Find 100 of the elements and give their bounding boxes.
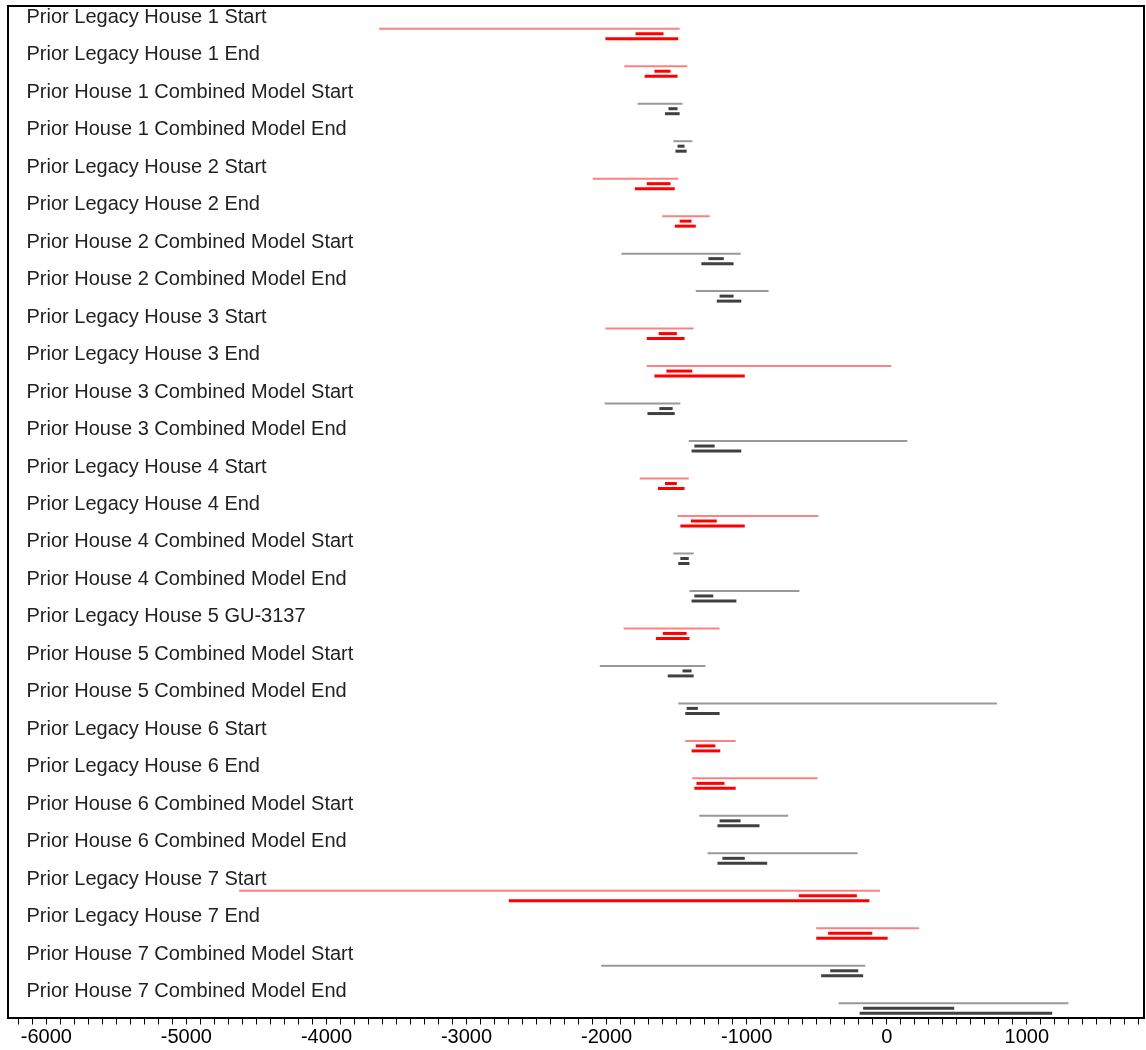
bar — [621, 252, 741, 255]
bar — [701, 262, 734, 266]
bar — [668, 107, 678, 111]
bar — [637, 102, 683, 105]
bar — [664, 482, 677, 486]
bar — [821, 974, 864, 978]
y-tick-label: Prior Legacy House 6 Start — [26, 716, 268, 739]
bar — [686, 706, 698, 710]
y-tick-label: Prior Legacy House 3 End — [26, 342, 260, 365]
y-tick-label: Prior House 6 Combined Model End — [26, 829, 347, 852]
bar — [838, 1002, 1069, 1005]
bar — [688, 440, 908, 443]
y-tick-label: Prior Legacy House 4 Start — [26, 454, 268, 477]
bar — [692, 777, 818, 780]
y-tick-label: Prior House 7 Combined Model End — [26, 979, 347, 1002]
bar — [623, 627, 720, 630]
bar — [673, 552, 694, 555]
bar — [658, 332, 677, 336]
bar — [639, 477, 689, 480]
x-tick-label: -1000 — [721, 1024, 773, 1047]
bar — [604, 402, 681, 405]
bar — [695, 744, 716, 748]
x-tick-label: 0 — [881, 1024, 893, 1047]
bar — [691, 599, 737, 603]
bar — [624, 65, 688, 68]
bar — [673, 140, 693, 143]
y-tick-label: Prior House 2 Combined Model End — [26, 267, 347, 290]
y-tick-label: Prior Legacy House 7 Start — [26, 866, 268, 889]
bar — [644, 74, 678, 78]
bar — [678, 702, 997, 705]
bar — [666, 369, 693, 373]
x-tick-label: -4000 — [300, 1024, 353, 1047]
bar — [674, 224, 696, 228]
bar — [722, 856, 745, 860]
bar — [680, 524, 745, 528]
y-tick-label: Prior House 3 Combined Model Start — [26, 379, 354, 402]
y-tick-label: Prior House 3 Combined Model End — [26, 417, 347, 440]
bar — [662, 215, 710, 218]
y-tick-label: Prior House 5 Combined Model End — [26, 679, 347, 702]
y-tick-label: Prior Legacy House 4 End — [26, 492, 260, 514]
bar — [719, 294, 734, 298]
bar — [816, 927, 920, 930]
bar — [662, 631, 687, 635]
y-tick-label: Prior Legacy House 2 Start — [26, 154, 268, 177]
y-tick-label: Prior House 5 Combined Model Start — [26, 641, 354, 664]
y-tick-label: Prior Legacy House 1 End — [26, 42, 260, 65]
bar — [634, 187, 675, 191]
bar — [664, 112, 680, 116]
y-tick-label: Prior House 4 Combined Model Start — [26, 529, 354, 552]
bar — [379, 27, 680, 30]
bar — [239, 889, 880, 892]
x-tick-label: -6000 — [20, 1024, 72, 1047]
bar — [679, 219, 692, 223]
bar — [691, 449, 742, 453]
bar — [592, 177, 679, 180]
bar — [690, 519, 717, 523]
bar — [830, 969, 859, 973]
bar — [816, 936, 888, 940]
bar — [694, 444, 715, 448]
y-tick-label: Prior Legacy House 7 End — [26, 904, 260, 927]
bar — [708, 257, 724, 261]
bar — [685, 711, 720, 715]
x-tick-label: -5000 — [160, 1024, 212, 1047]
bar — [605, 327, 694, 330]
x-tick-label: -3000 — [440, 1024, 493, 1047]
bar — [657, 487, 685, 491]
y-tick-label: Prior House 4 Combined Model End — [26, 566, 347, 589]
bar — [678, 561, 690, 565]
bar — [601, 964, 866, 967]
y-tick-label: Prior Legacy House 5 GU-3137 — [26, 604, 306, 627]
y-tick-label: Prior House 1 Combined Model End — [26, 117, 347, 140]
y-tick-label: Prior Legacy House 6 End — [26, 754, 260, 777]
y-tick-label: Prior House 1 Combined Model Start — [26, 79, 354, 102]
bar — [696, 781, 725, 785]
bar — [716, 299, 742, 303]
x-tick-label: -2000 — [581, 1024, 633, 1047]
bar — [695, 290, 769, 293]
y-tick-label: Prior House 6 Combined Model Start — [26, 791, 354, 814]
bar — [863, 1006, 955, 1010]
bar — [646, 337, 685, 341]
bar — [508, 899, 870, 903]
bar — [654, 69, 671, 73]
bar — [680, 556, 689, 560]
bar — [667, 674, 694, 678]
bar — [689, 589, 800, 592]
bar — [677, 515, 819, 517]
y-tick-label: Prior House 7 Combined Model Start — [26, 941, 354, 964]
bar — [646, 365, 892, 368]
bar — [685, 739, 736, 742]
y-tick-label: Prior Legacy House 1 Start — [26, 4, 268, 27]
bar — [646, 182, 671, 186]
y-tick-label: Prior Legacy House 3 Start — [26, 304, 268, 327]
bar — [654, 374, 745, 378]
bar — [691, 749, 721, 753]
bar — [677, 144, 685, 148]
bar — [707, 852, 858, 855]
y-tick-label: Prior Legacy House 2 End — [26, 192, 260, 215]
bar — [655, 636, 690, 640]
y-tick-label: Prior House 2 Combined Model Start — [26, 229, 354, 252]
bar — [719, 819, 741, 823]
